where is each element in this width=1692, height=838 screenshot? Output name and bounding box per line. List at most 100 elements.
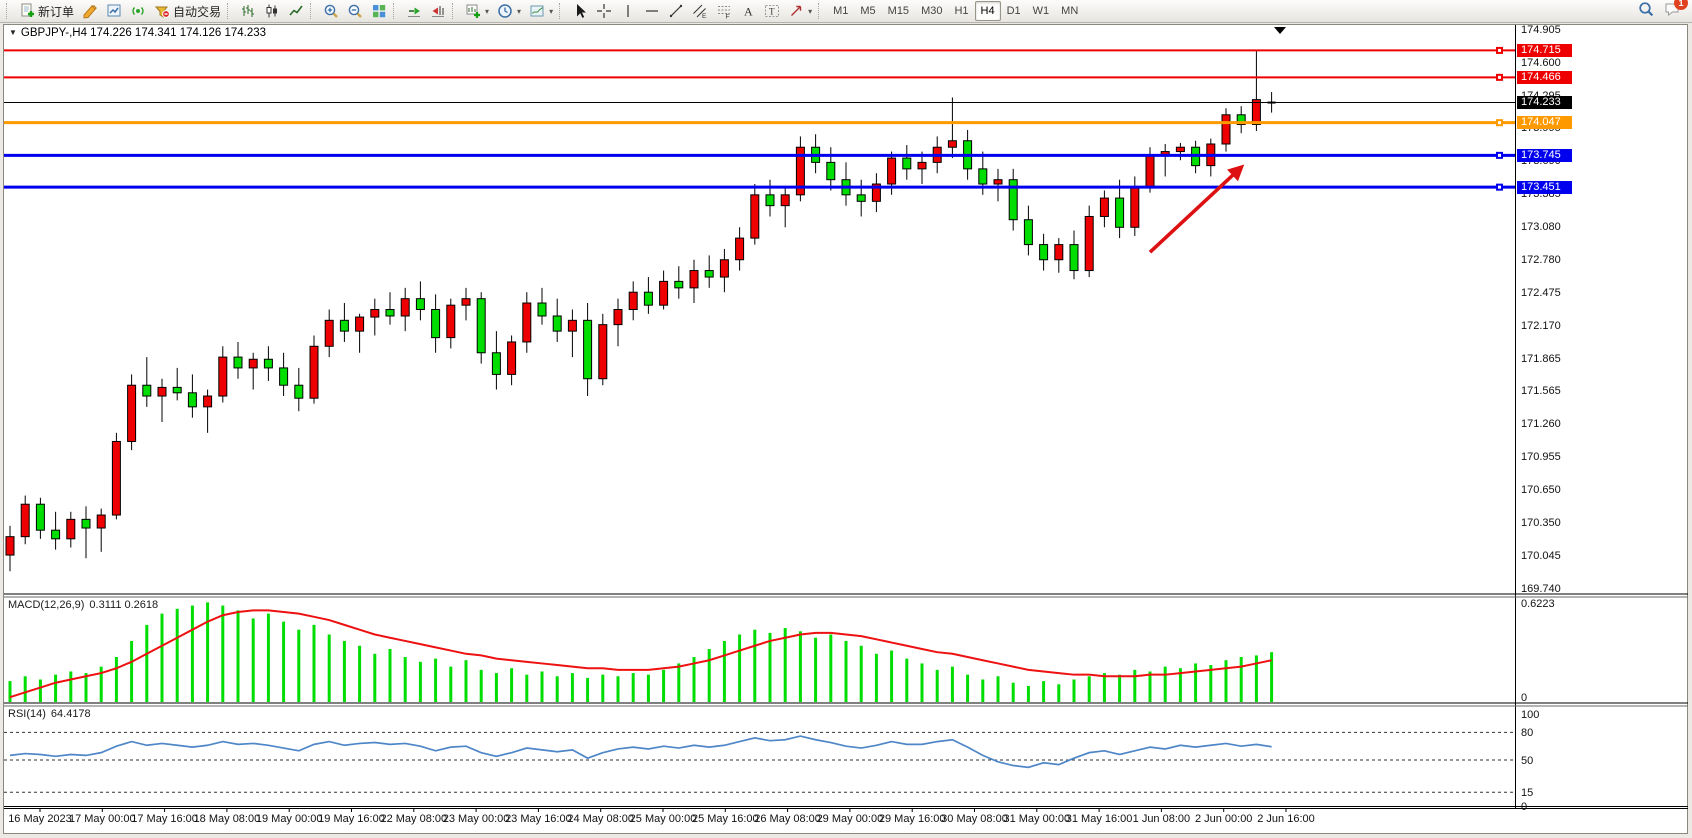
time-axis-label: 2 Jun 00:00	[1194, 813, 1253, 825]
timeframe-h1[interactable]: H1	[954, 5, 969, 17]
macd-values: 0.3111 0.2618	[89, 599, 159, 611]
vertical-line-button[interactable]	[616, 0, 640, 22]
text-button[interactable]: A	[736, 0, 760, 22]
price-tick-label: 172.475	[1521, 286, 1561, 299]
timeframe-h4[interactable]: H4	[974, 1, 1001, 21]
text-label-button[interactable]: T	[760, 0, 784, 22]
time-axis-label: 17 May 00:00	[68, 813, 136, 825]
timeframe-m30[interactable]: M30	[921, 5, 943, 17]
price-level-tag[interactable]: 173.451	[1517, 180, 1572, 194]
dropdown-arrow-icon: ▾	[485, 6, 490, 16]
styler-button[interactable]	[78, 0, 102, 22]
template-icon	[529, 3, 545, 19]
zoom-in-icon	[323, 3, 339, 19]
rsi-axis-label: 15	[1521, 787, 1534, 800]
bar-chart-button[interactable]	[236, 0, 260, 22]
price-level-tag[interactable]: 174.466	[1517, 70, 1572, 84]
horizontal-line-icon	[644, 3, 660, 19]
rsi-axis-label: 50	[1521, 755, 1534, 767]
macd-pane-splitter[interactable]	[4, 594, 1688, 599]
main-toolbar: 新订单 自动交易 ▾ ▾ ▾ E F A T ▾ M1 M5 M15 M30 H1 H4 D1 W1 MN 1	[0, 0, 1692, 23]
toolbar-grip	[559, 3, 564, 19]
auto-trading-button[interactable]: 自动交易	[150, 0, 225, 22]
zoom-out-button[interactable]	[343, 0, 367, 22]
time-axis-label: 24 May 08:00	[567, 813, 635, 825]
time-axis-label: 22 May 08:00	[380, 813, 448, 825]
toolbar-grip	[393, 3, 398, 19]
chart-symbol-info: ▼ GBPJPY-,H4 174.226 174.341 174.126 174.…	[9, 27, 266, 39]
time-axis-label: 17 May 16:00	[131, 813, 198, 825]
trendline-icon	[668, 3, 684, 19]
chart-shift-button[interactable]	[426, 0, 450, 22]
price-tick-label: 170.045	[1521, 549, 1561, 562]
arrows-button[interactable]: ▾	[784, 0, 816, 22]
fibonacci-button[interactable]: F	[712, 0, 736, 22]
market-watch-button[interactable]	[102, 0, 126, 22]
timeframe-d1[interactable]: D1	[1006, 5, 1021, 17]
macd-axis-max: 0.6223	[1521, 598, 1555, 610]
timeframe-mn[interactable]: MN	[1061, 5, 1079, 17]
time-axis-label: 18 May 08:00	[193, 813, 261, 825]
price-tick-label: 171.565	[1521, 385, 1561, 398]
price-scale[interactable]	[1516, 25, 1689, 808]
rsi-axis-label: 100	[1521, 709, 1540, 721]
timeframe-m1[interactable]: M1	[833, 5, 849, 17]
new-chart-button[interactable]: ▾	[461, 0, 493, 22]
price-level-tag[interactable]: 174.047	[1517, 116, 1572, 130]
chevron-down-icon[interactable]: ▼	[9, 28, 17, 37]
toolbar-grip	[818, 3, 823, 19]
new-order-icon	[19, 3, 35, 19]
time-axis-label: 25 May 16:00	[691, 813, 759, 825]
svg-text:A: A	[744, 5, 753, 19]
crayon-icon	[82, 3, 98, 19]
chart-window[interactable]	[3, 24, 1688, 834]
macd-indicator-label: MACD(12,26,9) 0.3111 0.2618	[8, 599, 158, 611]
auto-trading-icon	[154, 3, 170, 19]
chart-shift-icon	[430, 3, 446, 19]
price-tick-label: 170.955	[1521, 451, 1561, 464]
signals-button[interactable]	[126, 0, 150, 22]
chat-button[interactable]: 1	[1664, 0, 1688, 22]
time-axis-label: 23 May 00:00	[442, 813, 510, 825]
rsi-pane-splitter[interactable]	[4, 703, 1688, 708]
candlestick-button[interactable]	[260, 0, 284, 22]
zoom-in-button[interactable]	[319, 0, 343, 22]
vertical-line-icon	[620, 3, 636, 19]
new-order-button[interactable]: 新订单	[15, 0, 78, 22]
period-icon	[497, 3, 513, 19]
auto-scroll-button[interactable]	[402, 0, 426, 22]
templates-button[interactable]: ▾	[525, 0, 557, 22]
chart-window-icon	[106, 3, 122, 19]
channel-button[interactable]: E	[688, 0, 712, 22]
cursor-button[interactable]	[568, 0, 592, 22]
price-level-tag[interactable]: 173.745	[1517, 148, 1572, 162]
tile-windows-button[interactable]	[367, 0, 391, 22]
notification-badge: 1	[1674, 0, 1688, 10]
trendline-button[interactable]	[664, 0, 688, 22]
timeframe-w1[interactable]: W1	[1032, 5, 1050, 17]
price-tick-label: 171.865	[1521, 352, 1561, 365]
rsi-axis-label: 80	[1521, 727, 1534, 740]
fibonacci-icon: F	[716, 3, 732, 19]
timeframe-m15[interactable]: M15	[887, 5, 910, 17]
signal-icon	[130, 3, 146, 19]
price-tick-label: 172.170	[1521, 319, 1561, 332]
auto-scroll-icon	[406, 3, 422, 19]
toolbar-grip	[310, 3, 315, 19]
price-level-tag[interactable]: 174.233	[1517, 96, 1572, 110]
crosshair-button[interactable]	[592, 0, 616, 22]
rsi-axis-label: 0	[1521, 801, 1528, 813]
time-axis-label: 30 May 08:00	[941, 813, 1008, 825]
line-chart-button[interactable]	[284, 0, 308, 22]
search-button[interactable]	[1638, 1, 1654, 22]
auto-trading-button-label: 自动交易	[173, 4, 222, 19]
horizontal-line-button[interactable]	[640, 0, 664, 22]
timeframe-m5[interactable]: M5	[860, 5, 876, 17]
toolbar-grip	[227, 3, 232, 19]
price-tick-label: 173.080	[1521, 221, 1561, 234]
price-level-tag[interactable]: 174.715	[1517, 43, 1572, 57]
periods-button[interactable]: ▾	[493, 0, 525, 22]
cursor-icon	[572, 3, 588, 19]
time-axis-label: 23 May 16:00	[505, 813, 572, 825]
price-tick-label: 174.600	[1521, 56, 1561, 69]
